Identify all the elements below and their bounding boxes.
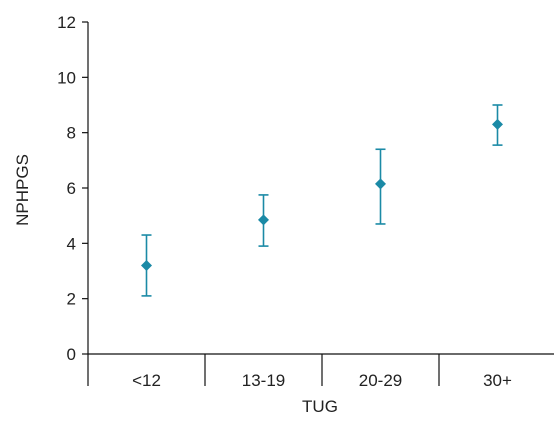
data-points <box>141 104 503 297</box>
data-point-diamond <box>258 214 269 226</box>
y-axis-title: NPHPGS <box>13 154 32 226</box>
x-tick-label: 20-29 <box>359 371 402 390</box>
y-tick-label: 12 <box>57 13 76 32</box>
y-tick-label: 8 <box>67 124 76 143</box>
x-axis-title: TUG <box>302 397 338 416</box>
x-tick-label: 13-19 <box>242 371 285 390</box>
data-point-diamond <box>141 259 152 271</box>
data-point-diamond <box>375 178 386 190</box>
data-point-diamond <box>492 118 503 130</box>
y-tick-label: 10 <box>57 68 76 87</box>
y-tick-label: 2 <box>67 290 76 309</box>
x-tick-label: 30+ <box>483 371 512 390</box>
y-tick-label: 6 <box>67 179 76 198</box>
y-tick-label: 0 <box>67 345 76 364</box>
x-tick-label: <12 <box>132 371 161 390</box>
y-axis: 0 2 4 6 8 10 12 <box>57 13 89 364</box>
y-tick-label: 4 <box>67 234 76 253</box>
x-axis: <12 13-19 20-29 30+ <box>87 353 554 390</box>
